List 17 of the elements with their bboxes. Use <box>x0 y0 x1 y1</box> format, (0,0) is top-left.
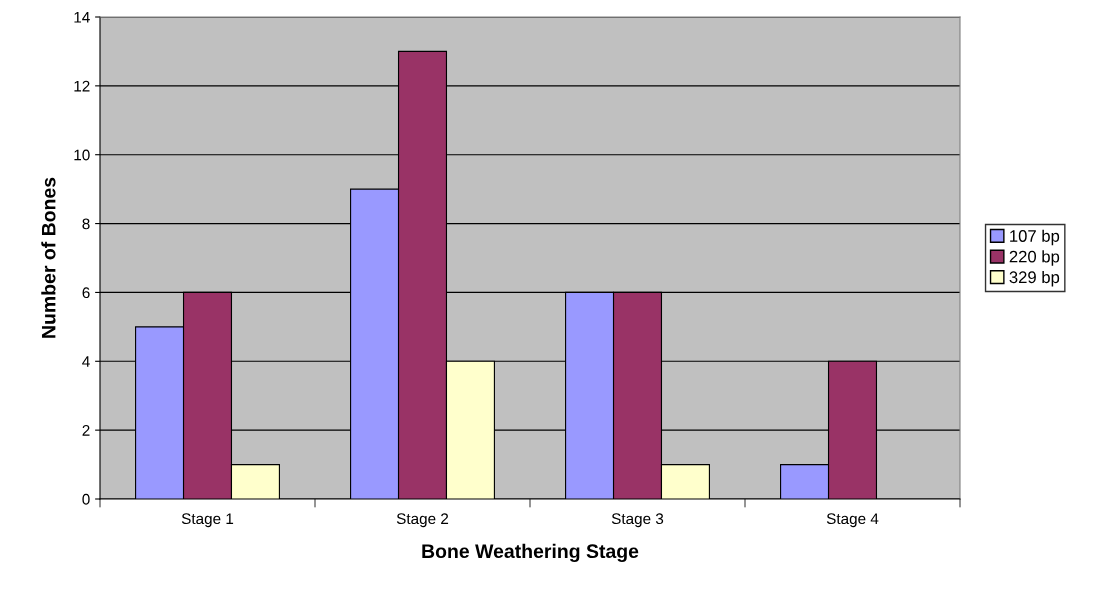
y-tick-label: 8 <box>82 218 90 230</box>
y-tick-label: 6 <box>82 287 90 299</box>
y-tick-label: 10 <box>74 149 90 161</box>
x-tick-label: Stage 4 <box>826 513 879 528</box>
y-tick-label: 12 <box>74 80 90 92</box>
legend-label: 220 bp <box>1009 250 1060 266</box>
legend-label: 107 bp <box>1010 229 1060 246</box>
y-tick-label: 0 <box>82 493 90 505</box>
y-tick-label: 2 <box>82 425 90 436</box>
x-tick-label: Stage 1 <box>181 513 234 528</box>
legend-label: 329 bp <box>1009 270 1060 287</box>
y-tick-label: 14 <box>74 12 90 23</box>
y-axis-title: Number of Bones <box>41 177 56 338</box>
x-tick-label: Stage 2 <box>396 513 449 528</box>
x-tick-label: Stage 3 <box>611 513 664 528</box>
x-axis-title: Bone Weathering Stage <box>422 543 639 563</box>
y-tick-label: 4 <box>82 356 90 367</box>
